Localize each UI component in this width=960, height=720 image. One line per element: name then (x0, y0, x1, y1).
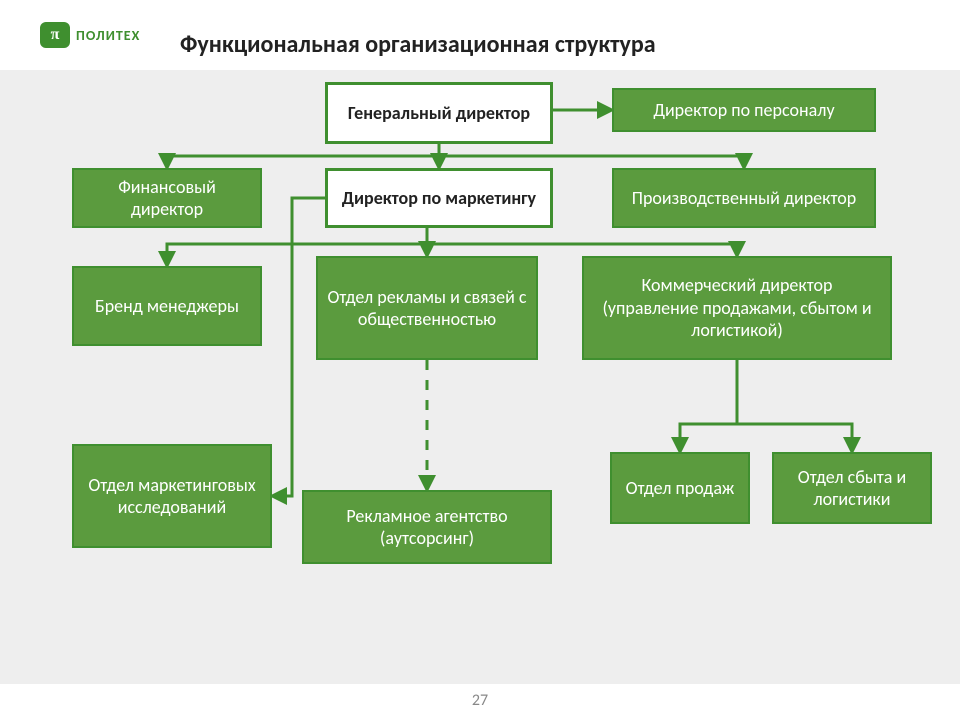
node-label: Отдел рекламы и связей с общественностью (318, 282, 536, 335)
node-ad: Отдел рекламы и связей с общественностью (316, 256, 538, 360)
node-label: Рекламное агентство (аутсорсинг) (304, 501, 550, 554)
node-label: Директор по маркетингу (334, 183, 544, 214)
node-label: Отдел продаж (618, 473, 743, 504)
node-label: Производственный директор (624, 183, 864, 214)
node-label: Директор по персоналу (645, 95, 842, 126)
node-label: Генеральный директор (340, 98, 538, 129)
node-logistics: Отдел сбыта и логистики (772, 452, 932, 524)
node-label: Бренд менеджеры (87, 291, 247, 322)
node-mkt: Директор по маркетингу (325, 168, 553, 228)
node-fin: Финансовый директор (72, 168, 262, 228)
node-agency: Рекламное агентство (аутсорсинг) (302, 490, 552, 564)
slide: π ПОЛИТЕХ Функциональная организационная… (0, 0, 960, 720)
node-label: Коммерческий директор (управление продаж… (584, 270, 890, 346)
page-number: 27 (0, 691, 960, 710)
node-label: Отдел маркетинговых исследований (74, 470, 270, 523)
node-comm: Коммерческий директор (управление продаж… (582, 256, 892, 360)
node-research: Отдел маркетинговых исследований (72, 444, 272, 548)
diagram-nodes: Генеральный директор Директор по персонал… (0, 0, 960, 720)
node-label: Финансовый директор (74, 172, 260, 225)
node-prod: Производственный директор (612, 168, 876, 228)
node-hr: Директор по персоналу (612, 88, 876, 132)
node-ceo: Генеральный директор (325, 82, 553, 144)
node-sales: Отдел продаж (610, 452, 750, 524)
node-brand: Бренд менеджеры (72, 266, 262, 346)
node-label: Отдел сбыта и логистики (774, 462, 930, 515)
